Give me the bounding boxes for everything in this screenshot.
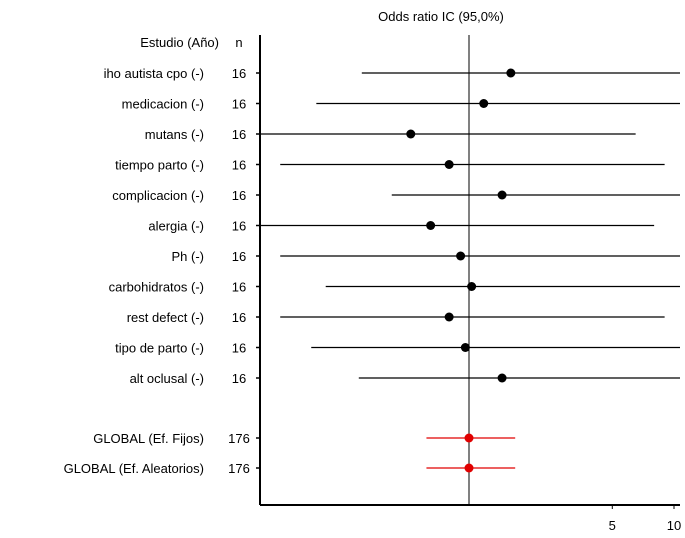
study-row: complicacion (-) 16 (112, 188, 680, 203)
study-label: iho autista cpo (-) (104, 66, 204, 81)
global-label: GLOBAL (Ef. Aleatorios) (64, 461, 204, 476)
study-label: carbohidratos (-) (109, 280, 204, 295)
x-tick-label: 5 (609, 518, 616, 533)
study-n: 16 (232, 158, 246, 173)
study-point-estimate (456, 251, 466, 261)
study-row: alt oclusal (-) 16 (130, 371, 680, 386)
study-label: tiempo parto (-) (115, 158, 204, 173)
study-n: 16 (232, 249, 246, 264)
study-n: 16 (232, 97, 246, 112)
global-point-estimate (464, 463, 474, 473)
study-point-estimate (444, 312, 454, 322)
global-point-estimate (464, 433, 474, 443)
study-row: rest defect (-) 16 (127, 310, 665, 325)
study-point-estimate (406, 129, 416, 139)
study-row: carbohidratos (-) 16 (109, 280, 680, 295)
study-row: alergia (-) 16 (148, 219, 655, 234)
study-point-estimate (444, 160, 454, 169)
study-label: medicacion (-) (122, 97, 204, 112)
study-label: rest defect (-) (127, 310, 204, 325)
study-label: mutans (-) (145, 127, 204, 142)
study-label: alt oclusal (-) (130, 371, 204, 386)
study-n: 16 (232, 66, 246, 81)
global-row: GLOBAL (Ef. Aleatorios) 176 (64, 461, 516, 476)
study-n: 16 (232, 310, 246, 325)
global-n: 176 (228, 461, 250, 476)
study-point-estimate (460, 343, 470, 352)
study-point-estimate (497, 373, 507, 383)
chart-title: Odds ratio IC (95,0%) (378, 9, 504, 24)
study-row: mutans (-) 16 (145, 127, 636, 142)
study-n: 16 (232, 341, 246, 356)
study-point-estimate (506, 68, 516, 78)
study-label: alergia (-) (148, 219, 204, 234)
n-column-header: n (235, 35, 242, 50)
study-n: 16 (232, 127, 246, 142)
study-row: tipo de parto (-) 16 (115, 341, 680, 356)
study-point-estimate (479, 99, 489, 108)
study-row: iho autista cpo (-) 16 (104, 66, 680, 81)
study-row: medicacion (-) 16 (122, 97, 680, 112)
study-label: Ph (-) (172, 249, 205, 264)
study-column-header: Estudio (Año) (140, 35, 219, 50)
study-point-estimate (467, 282, 477, 291)
global-n: 176 (228, 431, 250, 446)
study-n: 16 (232, 371, 246, 386)
study-row: Ph (-) 16 (172, 249, 680, 264)
study-n: 16 (232, 219, 246, 234)
global-label: GLOBAL (Ef. Fijos) (93, 431, 204, 446)
study-label: complicacion (-) (112, 188, 204, 203)
study-n: 16 (232, 280, 246, 295)
study-row: tiempo parto (-) 16 (115, 158, 665, 173)
study-label: tipo de parto (-) (115, 341, 204, 356)
x-tick-label: 10 (667, 518, 681, 533)
study-point-estimate (497, 190, 507, 200)
study-point-estimate (426, 221, 436, 230)
global-row: GLOBAL (Ef. Fijos) 176 (93, 431, 516, 446)
study-n: 16 (232, 188, 246, 203)
